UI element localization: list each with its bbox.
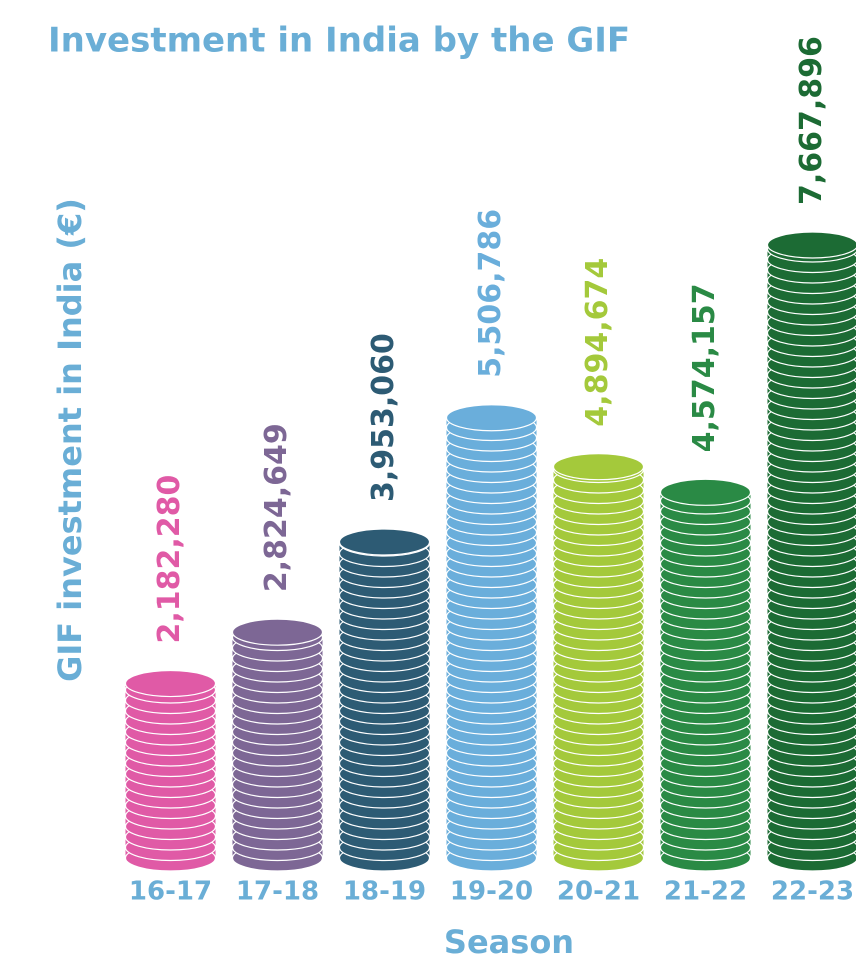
coin-stack — [552, 453, 645, 872]
coin-stack — [659, 478, 752, 872]
coin-top — [338, 528, 431, 556]
value-label: 4,894,674 — [580, 258, 615, 427]
coin-top — [231, 618, 324, 646]
coin-stack — [445, 404, 538, 872]
coin-top — [659, 478, 752, 506]
x-tick-label: 22-23 — [771, 877, 854, 907]
coin-top — [766, 231, 856, 259]
x-tick-label: 16-17 — [129, 877, 212, 907]
value-label: 5,506,786 — [473, 209, 508, 378]
x-tick-label: 18-19 — [343, 877, 426, 907]
x-tick-label: 17-18 — [236, 877, 319, 907]
x-tick-label: 21-22 — [664, 877, 747, 907]
coin-top — [124, 669, 217, 698]
coin-top — [445, 404, 538, 432]
chart-title: Investment in India by the GIF — [48, 21, 630, 61]
value-label: 2,824,649 — [259, 423, 294, 592]
coin-stack — [124, 669, 217, 872]
value-label: 4,574,157 — [687, 283, 722, 452]
value-label: 3,953,060 — [366, 333, 401, 502]
coin-stack — [338, 528, 431, 872]
value-label: 7,667,896 — [794, 36, 829, 205]
coin-top — [552, 453, 645, 481]
coin-stack — [766, 231, 856, 872]
x-axis-label: Season — [444, 923, 574, 961]
x-tick-label: 19-20 — [450, 877, 533, 907]
x-tick-label: 20-21 — [557, 877, 640, 907]
coin-stack — [231, 618, 324, 872]
y-axis-label: GIF investment in India (€) — [51, 198, 89, 682]
value-label: 2,182,280 — [152, 475, 187, 644]
